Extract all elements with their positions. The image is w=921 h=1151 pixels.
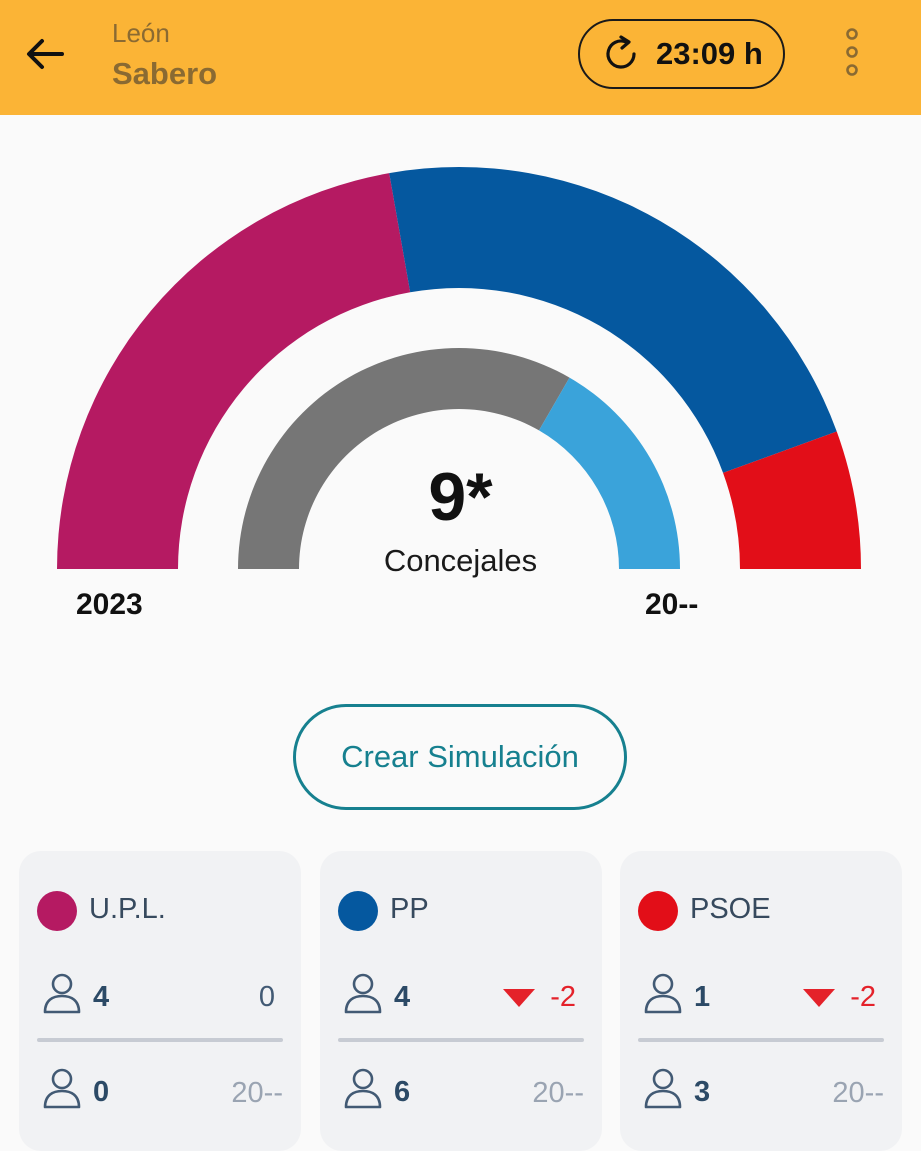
- seat-change: -2: [502, 981, 576, 1014]
- card-divider: [37, 1038, 283, 1042]
- party-color-dot: [37, 891, 77, 931]
- inner-ring-previous: [238, 348, 680, 569]
- current-seats-icon: [642, 972, 684, 1021]
- seat-change: 0: [259, 981, 275, 1014]
- current-seats-icon: [41, 972, 83, 1021]
- user-icon: [344, 1068, 382, 1109]
- outer-segment-upl[interactable]: [57, 173, 411, 569]
- seats-label: Concejales: [383, 543, 538, 578]
- app-header: León Sabero 23:09 h: [0, 0, 921, 115]
- current-seats: 1: [694, 981, 711, 1013]
- card-divider: [638, 1038, 884, 1042]
- party-color-dot: [638, 891, 678, 931]
- previous-seats-icon: [41, 1067, 83, 1116]
- user-icon: [43, 973, 81, 1014]
- party-card-upl[interactable]: U.P.L. 4 0 0 20--: [19, 851, 301, 1151]
- previous-period-label: 20--: [532, 1077, 584, 1109]
- seats-donut-chart: [57, 167, 861, 569]
- user-icon: [644, 973, 682, 1014]
- seat-change-value: -2: [550, 981, 576, 1013]
- previous-seats: 0: [93, 1076, 110, 1108]
- triangle-down-icon: [503, 988, 536, 1007]
- previous-seats: 3: [694, 1076, 711, 1108]
- previous-year-label: 20--: [645, 588, 699, 621]
- previous-seats: 6: [394, 1076, 411, 1108]
- party-name: PP: [390, 893, 429, 925]
- previous-seats-icon: [342, 1067, 384, 1116]
- update-time: 23:09 h: [656, 36, 763, 71]
- seat-change-value: -2: [850, 981, 876, 1013]
- party-name: U.P.L.: [89, 893, 166, 925]
- outer-segment-pp[interactable]: [389, 167, 837, 473]
- previous-period-label: 20--: [832, 1077, 884, 1109]
- outer-segment-psoe[interactable]: [723, 431, 861, 569]
- party-name: PSOE: [690, 893, 771, 925]
- current-seats: 4: [93, 981, 110, 1013]
- user-icon: [43, 1068, 81, 1109]
- back-button[interactable]: [22, 30, 70, 78]
- seat-change: -2: [802, 981, 876, 1014]
- inner-segment-0[interactable]: [238, 348, 570, 569]
- province-name: León: [112, 18, 170, 48]
- current-year-label: 2023: [76, 588, 143, 621]
- party-color-dot: [338, 891, 378, 931]
- total-seats: 9*: [428, 459, 493, 535]
- seat-change-value: 0: [258, 981, 275, 1013]
- triangle-down-icon: [803, 988, 836, 1007]
- previous-seats-icon: [642, 1067, 684, 1116]
- refresh-button[interactable]: 23:09 h: [578, 19, 785, 89]
- previous-period-label: 20--: [231, 1077, 283, 1109]
- user-icon: [644, 1068, 682, 1109]
- party-card-pp[interactable]: PP 4 -2 6 20--: [320, 851, 602, 1151]
- create-simulation-button[interactable]: Crear Simulación: [293, 704, 627, 810]
- arrow-left-icon: [27, 39, 64, 69]
- more-vertical-icon: [846, 28, 858, 76]
- inner-segment-1[interactable]: [539, 377, 680, 569]
- user-icon: [344, 973, 382, 1014]
- card-divider: [338, 1038, 584, 1042]
- more-options-button[interactable]: [836, 26, 868, 82]
- current-seats: 4: [394, 981, 411, 1013]
- current-seats-icon: [342, 972, 384, 1021]
- refresh-icon: [606, 35, 636, 69]
- party-card-psoe[interactable]: PSOE 1 -2 3 20--: [620, 851, 902, 1151]
- town-name: Sabero: [112, 56, 218, 91]
- outer-ring-2023: [57, 167, 861, 569]
